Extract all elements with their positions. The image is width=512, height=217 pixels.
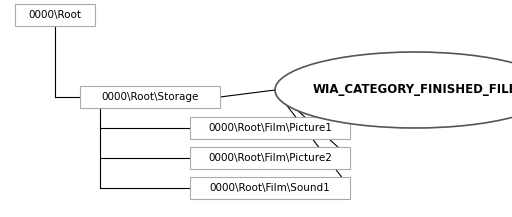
Text: 0000\Root\Storage: 0000\Root\Storage [101, 92, 199, 102]
Text: 0000\Root\Film\Picture2: 0000\Root\Film\Picture2 [208, 153, 332, 163]
Ellipse shape [275, 52, 512, 128]
Text: WIA_CATEGORY_FINISHED_FILE: WIA_CATEGORY_FINISHED_FILE [313, 84, 512, 97]
FancyBboxPatch shape [190, 117, 350, 139]
FancyBboxPatch shape [190, 177, 350, 199]
FancyBboxPatch shape [15, 4, 95, 26]
Text: 0000\Root: 0000\Root [29, 10, 81, 20]
FancyBboxPatch shape [80, 86, 220, 108]
Text: 0000\Root\Film\Picture1: 0000\Root\Film\Picture1 [208, 123, 332, 133]
Text: 0000\Root\Film\Sound1: 0000\Root\Film\Sound1 [209, 183, 330, 193]
FancyBboxPatch shape [190, 147, 350, 169]
